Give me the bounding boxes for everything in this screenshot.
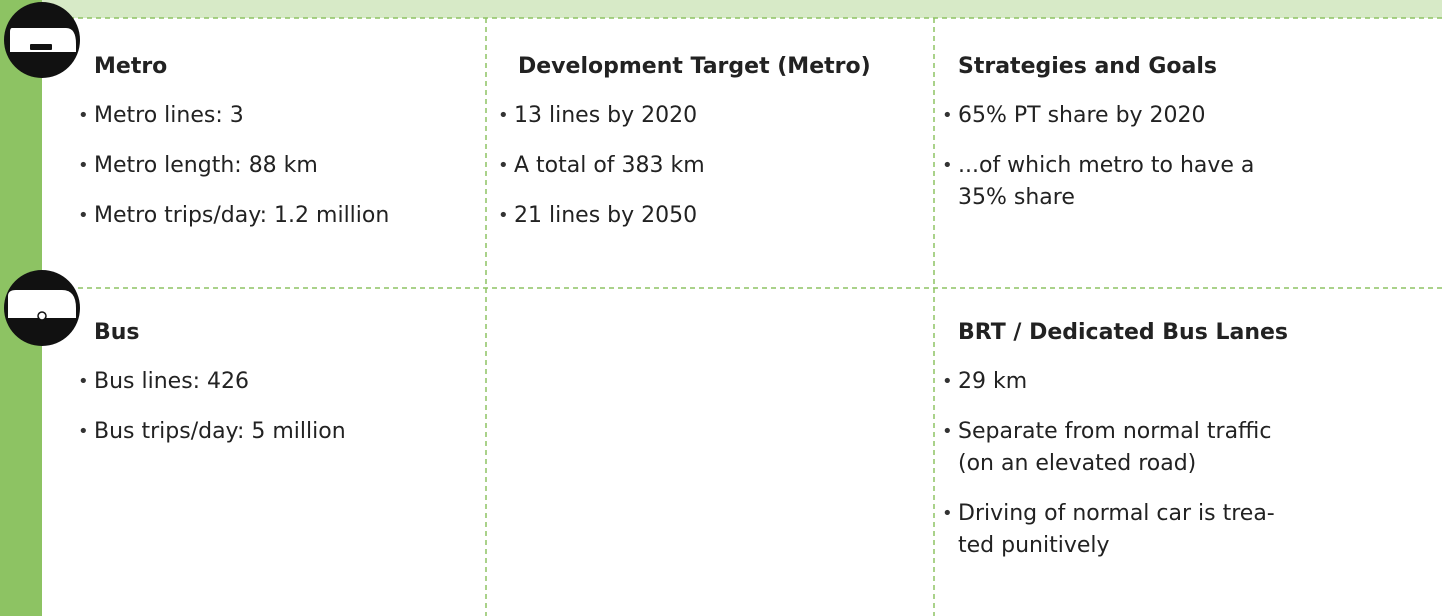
bullet-line: 29 km	[958, 369, 1028, 394]
cell-title: Development Target (Metro)	[518, 54, 871, 79]
bus-icon	[4, 270, 80, 346]
bullet-item: 65% PT share by 2020	[942, 100, 1254, 132]
bullet-line: Separate from normal traffic	[958, 419, 1272, 444]
bullet-line: 35% share	[958, 185, 1075, 210]
bullet-line: Driving of normal car is trea-	[958, 501, 1275, 526]
bullet-line: Bus trips/day: 5 million	[94, 419, 346, 444]
bullet-line: 13 lines by 2020	[514, 103, 698, 128]
cell: Development Target (Metro) 13 lines by 20…	[498, 52, 871, 232]
bullet-item: 13 lines by 2020	[498, 100, 871, 132]
bullet-line: Metro length: 88 km	[94, 153, 318, 178]
bullet-line: Bus lines: 426	[94, 369, 250, 394]
cell: Bus Bus lines: 426 Bus trips/day: 5 millio…	[78, 318, 346, 448]
bullet-item: Bus lines: 426	[78, 366, 346, 398]
bullet-item: Separate from normal traffic (on an eleva…	[942, 416, 1288, 480]
bullet-line: (on an elevated road)	[958, 451, 1197, 476]
bullet-item: ...of which metro to have a 35% share	[942, 150, 1254, 214]
bullet-item: Driving of normal car is trea-ted puniti…	[942, 498, 1288, 562]
bullet-item: Bus trips/day: 5 million	[78, 416, 346, 448]
cell-title: BRT / Dedicated Bus Lanes	[958, 320, 1289, 345]
bullet-line: Metro lines: 3	[94, 103, 244, 128]
bullet-line: 65% PT share by 2020	[958, 103, 1206, 128]
cell: Strategies and Goals 65% PT share by 2020…	[942, 52, 1254, 214]
bullet-item: Metro lines: 3	[78, 100, 389, 132]
bullet-line: 21 lines by 2050	[514, 203, 698, 228]
bullet-item: 29 km	[942, 366, 1288, 398]
bullet-item: Metro length: 88 km	[78, 150, 389, 182]
cell-title: Strategies and Goals	[958, 54, 1218, 79]
bullet-line: ...of which metro to have a	[958, 153, 1255, 178]
cell: BRT / Dedicated Bus Lanes 29 km Separate f…	[942, 318, 1288, 562]
cell-title: Metro	[94, 54, 168, 79]
cell: Metro Metro lines: 3 Metro length: 88 km Me…	[78, 52, 389, 232]
bullet-line: ted punitively	[958, 533, 1110, 558]
bullet-line: Metro trips/day: 1.2 million	[94, 203, 390, 228]
bullet-item: 21 lines by 2050	[498, 200, 871, 232]
bullet-item: A total of 383 km	[498, 150, 871, 182]
cell-title: Bus	[94, 320, 140, 345]
bullet-item: Metro trips/day: 1.2 million	[78, 200, 389, 232]
bullet-line: A total of 383 km	[514, 153, 705, 178]
metro-icon	[4, 2, 80, 78]
top-band	[0, 0, 1442, 18]
